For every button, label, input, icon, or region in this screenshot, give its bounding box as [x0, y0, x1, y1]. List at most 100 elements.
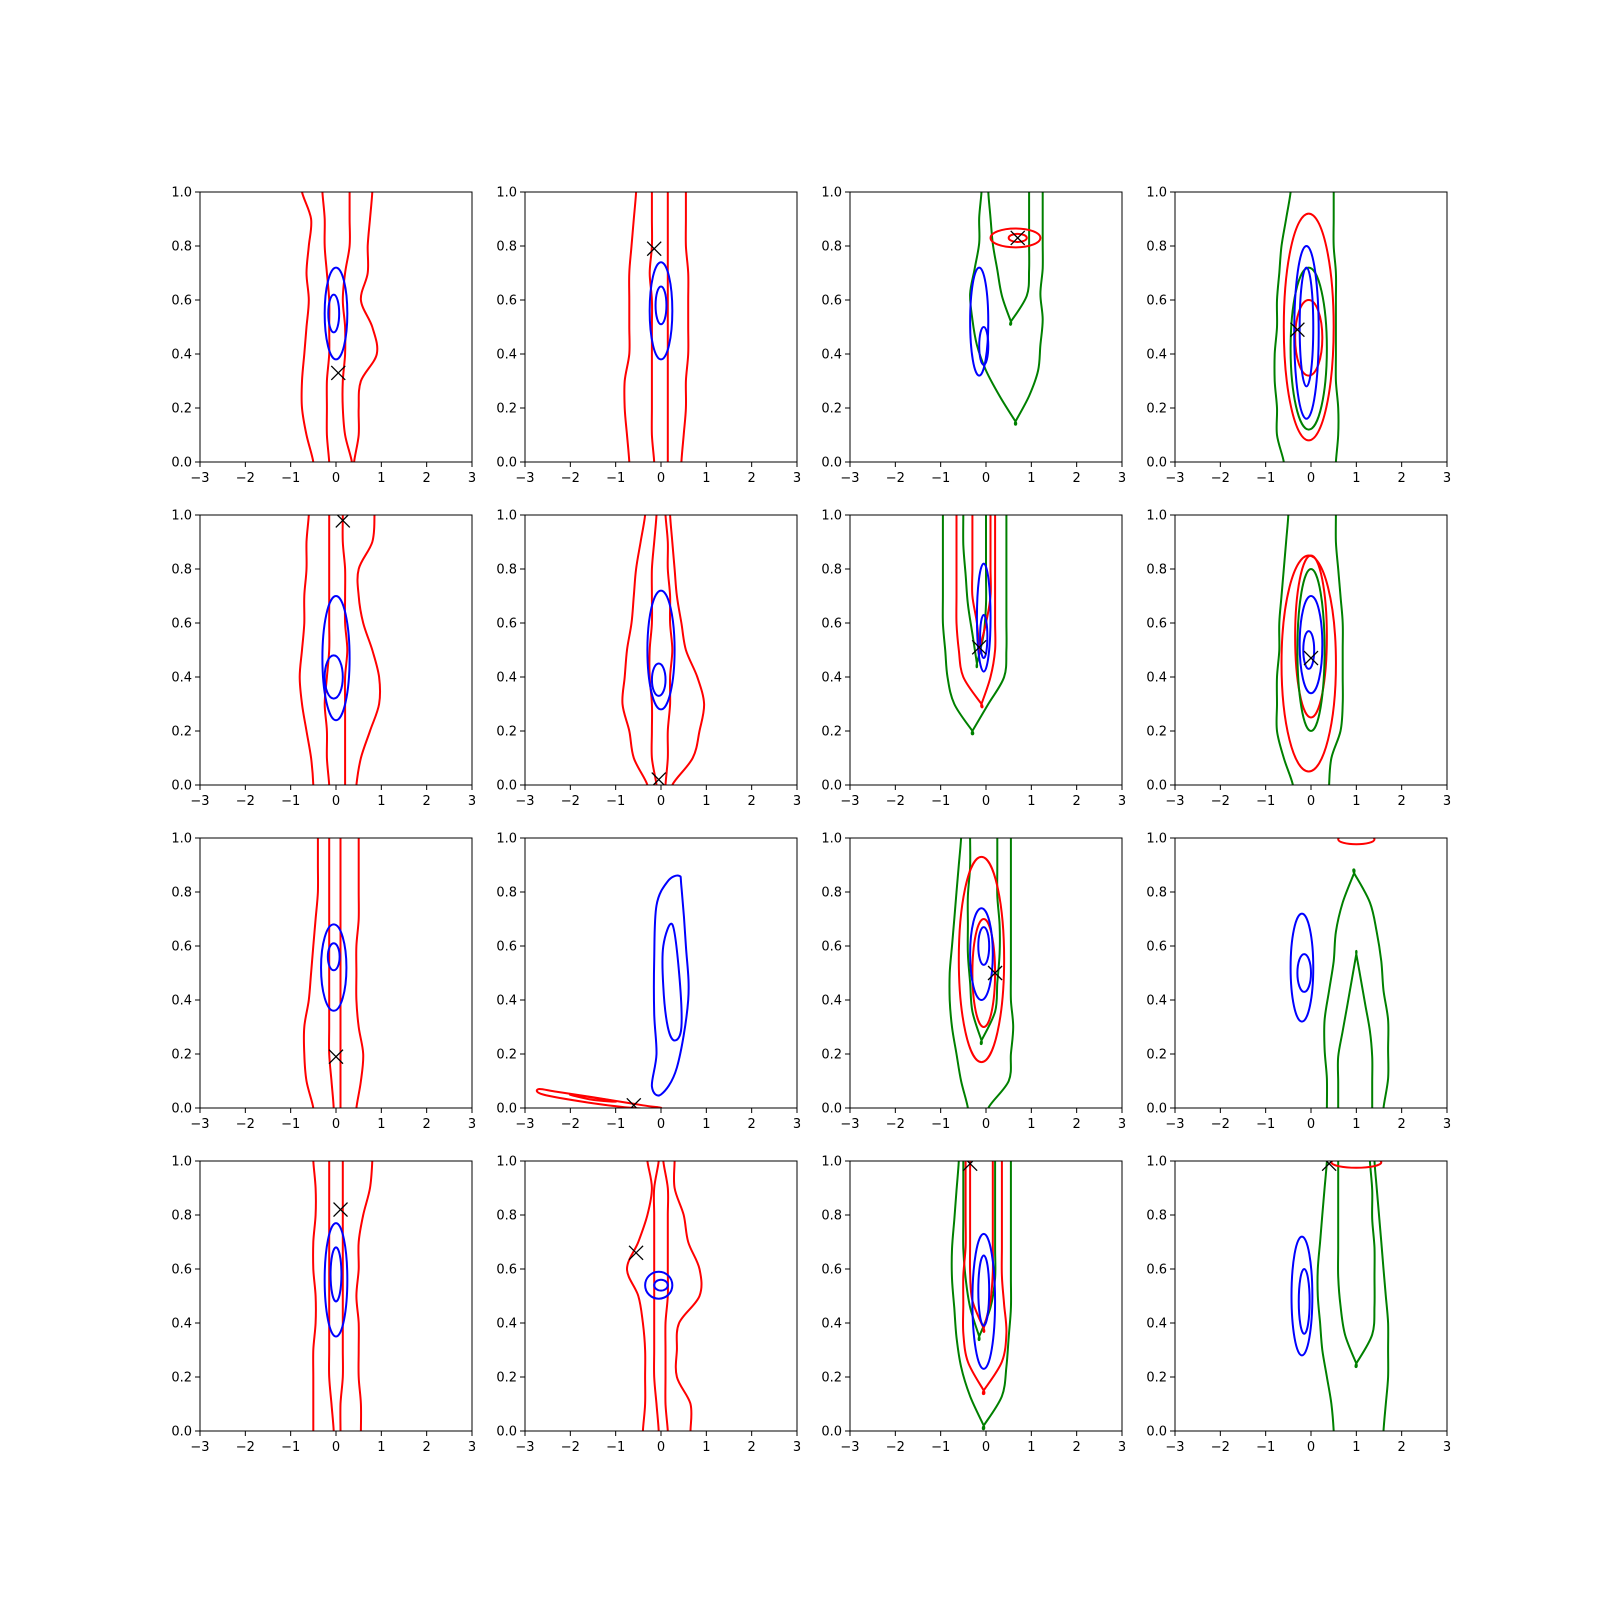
y-tick-label: 1.0 [496, 509, 517, 524]
y-tick-label: 0.2 [496, 1048, 517, 1063]
contour-line-blue [650, 874, 690, 1097]
subplot-2-3: −3 −2 −1 0 1 2 3 0.0 0.2 0.4 0.6 0.8 1.0 [821, 509, 1126, 810]
x-marker [328, 1049, 344, 1065]
x-tick-label: −3 [515, 1440, 534, 1455]
plot-area [969, 192, 1044, 426]
contour-line-green [969, 192, 1044, 426]
x-marker-stroke [646, 241, 662, 257]
x-tick-label: 0 [1307, 794, 1315, 809]
plot-area [535, 874, 690, 1108]
y-tick-label: 0.0 [1146, 779, 1167, 794]
x-tick-label: −3 [840, 1117, 859, 1132]
x-tick-label: 0 [982, 1440, 990, 1455]
x-tick-label: −2 [236, 794, 255, 809]
x-tick-label: 0 [1307, 471, 1315, 486]
x-marker-stroke [335, 515, 350, 528]
contour-line-blue [661, 922, 683, 1042]
contour-line-green [948, 838, 1015, 1108]
x-marker [646, 241, 662, 257]
contour-line-green [1336, 949, 1374, 1108]
x-tick-label: 0 [332, 1440, 340, 1455]
x-tick-label: 3 [1118, 1117, 1126, 1132]
y-tick-label: 0.8 [171, 886, 192, 901]
contour-line-green [1275, 515, 1344, 785]
y-tick-label: 0.6 [1146, 1263, 1167, 1278]
x-tick-label: −1 [1256, 471, 1275, 486]
plot-area [312, 1161, 374, 1431]
x-tick-label: −1 [606, 1440, 625, 1455]
plot-area [302, 838, 365, 1108]
x-tick-label: 3 [1118, 471, 1126, 486]
y-tick-label: 0.4 [171, 994, 192, 1009]
subplot-1-2: −3 −2 −1 0 1 2 3 0.0 0.2 0.4 0.6 0.8 1.0 [496, 186, 801, 487]
x-tick-label: 0 [982, 471, 990, 486]
y-tick-label: 0.8 [496, 1209, 517, 1224]
x-tick-label: 3 [793, 1117, 801, 1132]
subplot-4-1: −3 −2 −1 0 1 2 3 0.0 0.2 0.4 0.6 0.8 1.0 [171, 1155, 476, 1456]
x-tick-label: −3 [190, 471, 209, 486]
y-tick-label: 0.6 [496, 940, 517, 955]
contour-line-blue [327, 293, 341, 334]
contour-line-blue [969, 907, 994, 1001]
contour-line-red [955, 515, 997, 709]
x-tick-label: −1 [281, 1440, 300, 1455]
contour-line-blue [977, 1254, 991, 1327]
contour-line-red [328, 1161, 344, 1431]
subplot-grid: −3 −2 −1 0 1 2 3 0.0 0.2 0.4 0.6 0.8 1.0 −3 −2 −1 0 1 2 3 0.… [171, 186, 1451, 1456]
x-tick-label: 1 [1352, 1440, 1360, 1455]
y-tick-label: 0.6 [821, 617, 842, 632]
y-tick-label: 0.0 [496, 456, 517, 471]
contour-line-blue [329, 1246, 343, 1303]
y-tick-label: 0.4 [496, 348, 517, 363]
x-marker [1321, 1161, 1337, 1172]
x-tick-label: 2 [748, 1117, 756, 1132]
y-tick-label: 0.6 [821, 940, 842, 955]
subplot-4-4: −3 −2 −1 0 1 2 3 0.0 0.2 0.4 0.6 0.8 1.0 [1146, 1155, 1451, 1456]
x-marker [971, 639, 987, 655]
x-tick-label: 2 [1073, 1440, 1081, 1455]
contour-line-green [1289, 266, 1328, 431]
y-tick-label: 0.6 [821, 1263, 842, 1278]
contour-line-red [298, 515, 382, 785]
x-tick-label: −1 [606, 471, 625, 486]
contour-line-blue [648, 261, 674, 361]
x-marker [962, 1161, 978, 1172]
subplot-2-1: −3 −2 −1 0 1 2 3 0.0 0.2 0.4 0.6 0.8 1.0 [171, 509, 476, 810]
x-marker-stroke [987, 965, 1003, 981]
y-tick-label: 1.0 [821, 1155, 842, 1170]
y-tick-label: 0.8 [496, 886, 517, 901]
subplot-4-2: −3 −2 −1 0 1 2 3 0.0 0.2 0.4 0.6 0.8 1.0 [496, 1155, 801, 1456]
x-tick-label: −1 [1256, 1117, 1275, 1132]
subplot-3-2: −3 −2 −1 0 1 2 3 0.0 0.2 0.4 0.6 0.8 1.0 [496, 832, 801, 1133]
x-tick-label: −1 [281, 471, 300, 486]
y-tick-label: 1.0 [496, 186, 517, 201]
contour-line-blue [977, 926, 991, 966]
x-tick-label: −2 [236, 471, 255, 486]
subplot-2-2: −3 −2 −1 0 1 2 3 0.0 0.2 0.4 0.6 0.8 1.0 [496, 509, 801, 810]
contour-line-blue [653, 1278, 669, 1292]
subplot-1-1: −3 −2 −1 0 1 2 3 0.0 0.2 0.4 0.6 0.8 1.0 [171, 186, 476, 487]
y-tick-label: 0.0 [1146, 1425, 1167, 1440]
y-tick-label: 0.8 [821, 240, 842, 255]
x-tick-label: 3 [1443, 794, 1451, 809]
y-tick-label: 0.0 [1146, 456, 1167, 471]
x-tick-label: 2 [423, 1117, 431, 1132]
contour-line-green [941, 515, 1008, 736]
x-tick-label: 0 [332, 471, 340, 486]
contour-line-red [1337, 838, 1376, 846]
contour-line-green [1273, 192, 1340, 462]
y-tick-label: 1.0 [1146, 832, 1167, 847]
contour-line-red [652, 1161, 670, 1431]
contour-line-red [535, 1088, 663, 1108]
contour-line-green [1323, 868, 1390, 1108]
y-tick-label: 0.2 [821, 725, 842, 740]
x-tick-label: −2 [561, 471, 580, 486]
y-tick-label: 0.8 [171, 240, 192, 255]
plot-area [1289, 838, 1390, 1108]
y-tick-label: 0.8 [821, 886, 842, 901]
y-tick-label: 0.0 [496, 779, 517, 794]
x-marker-stroke [971, 639, 987, 655]
contour-line-blue [323, 1222, 349, 1338]
contour-line-red [957, 855, 1006, 1064]
x-tick-label: 1 [702, 794, 710, 809]
